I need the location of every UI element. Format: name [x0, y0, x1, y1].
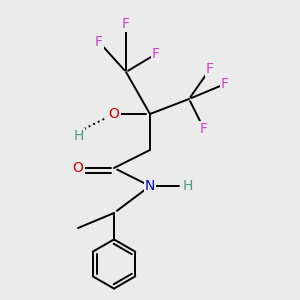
Text: F: F — [206, 62, 214, 76]
Text: H: H — [183, 179, 194, 193]
Text: F: F — [221, 77, 229, 91]
Text: F: F — [122, 17, 130, 31]
Text: O: O — [73, 161, 83, 175]
Text: F: F — [200, 122, 208, 136]
Text: F: F — [152, 47, 160, 61]
Text: H: H — [74, 129, 84, 143]
Text: O: O — [109, 107, 119, 121]
Text: F: F — [95, 35, 103, 49]
Text: N: N — [145, 179, 155, 193]
